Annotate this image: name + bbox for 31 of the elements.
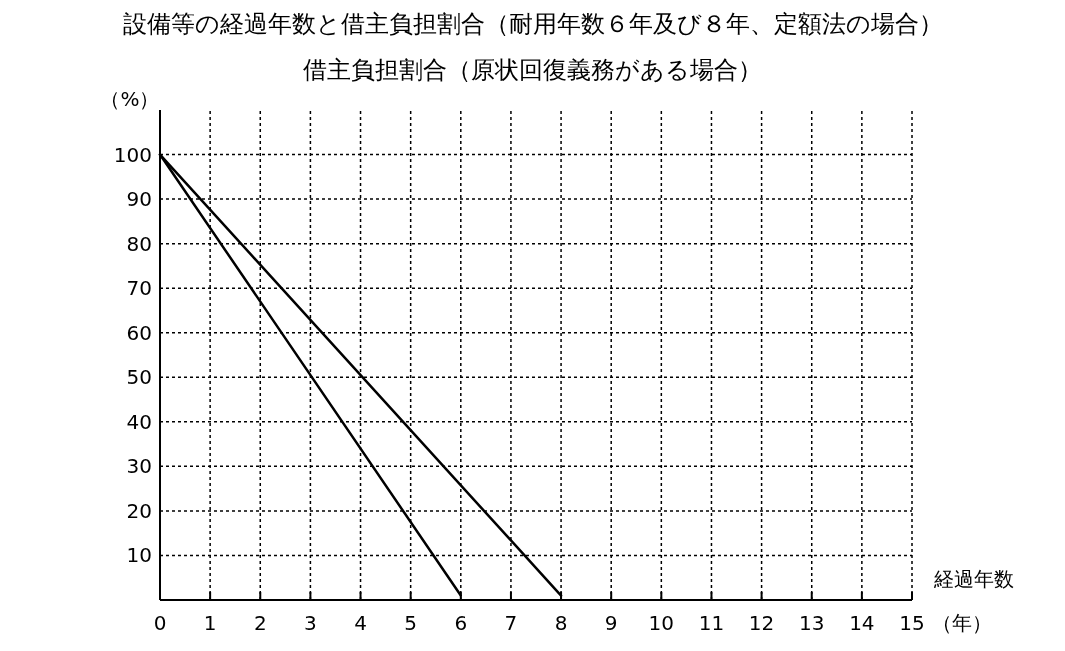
chart-subtitle: 借主負担割合（原状回復義務がある場合） xyxy=(303,56,762,84)
y-tick-label: 80 xyxy=(126,231,152,256)
y-tick-label: 90 xyxy=(126,187,152,212)
x-tick-label: 6 xyxy=(454,611,468,635)
y-tick-label: 100 xyxy=(113,142,152,167)
x-tick-label: 7 xyxy=(504,611,518,635)
y-tick-label: 40 xyxy=(126,409,152,434)
x-tick-label: 14 xyxy=(849,611,875,635)
x-axis-title: 経過年数 xyxy=(933,567,1014,591)
y-tick-label: 30 xyxy=(126,454,152,479)
x-tick-label: 3 xyxy=(304,611,317,635)
x-tick-label: 4 xyxy=(354,611,367,635)
chart-title: 設備等の経過年数と借主負担割合（耐用年数６年及び８年、定額法の場合） xyxy=(122,10,943,38)
x-tick-label: 10 xyxy=(648,611,675,635)
x-tick-label: 8 xyxy=(554,611,568,635)
y-axis-title: （%） xyxy=(100,87,160,111)
x-tick-label: 0 xyxy=(153,611,167,635)
y-tick-label: 20 xyxy=(126,498,152,523)
y-tick-label: 50 xyxy=(126,365,152,390)
x-tick-label: 9 xyxy=(604,611,618,635)
x-tick-label: 2 xyxy=(253,611,267,635)
x-tick-label: 15 xyxy=(899,611,925,635)
y-tick-label: 10 xyxy=(126,543,152,568)
x-tick-label: 12 xyxy=(748,611,775,635)
x-tick-label: 5 xyxy=(404,611,418,635)
y-tick-label: 60 xyxy=(126,320,152,345)
y-tick-label: 70 xyxy=(126,276,152,301)
x-tick-label: 1 xyxy=(203,611,217,635)
x-tick-label: 11 xyxy=(698,611,725,635)
x-tick-label: 13 xyxy=(799,611,825,635)
text: （年） xyxy=(932,611,992,635)
